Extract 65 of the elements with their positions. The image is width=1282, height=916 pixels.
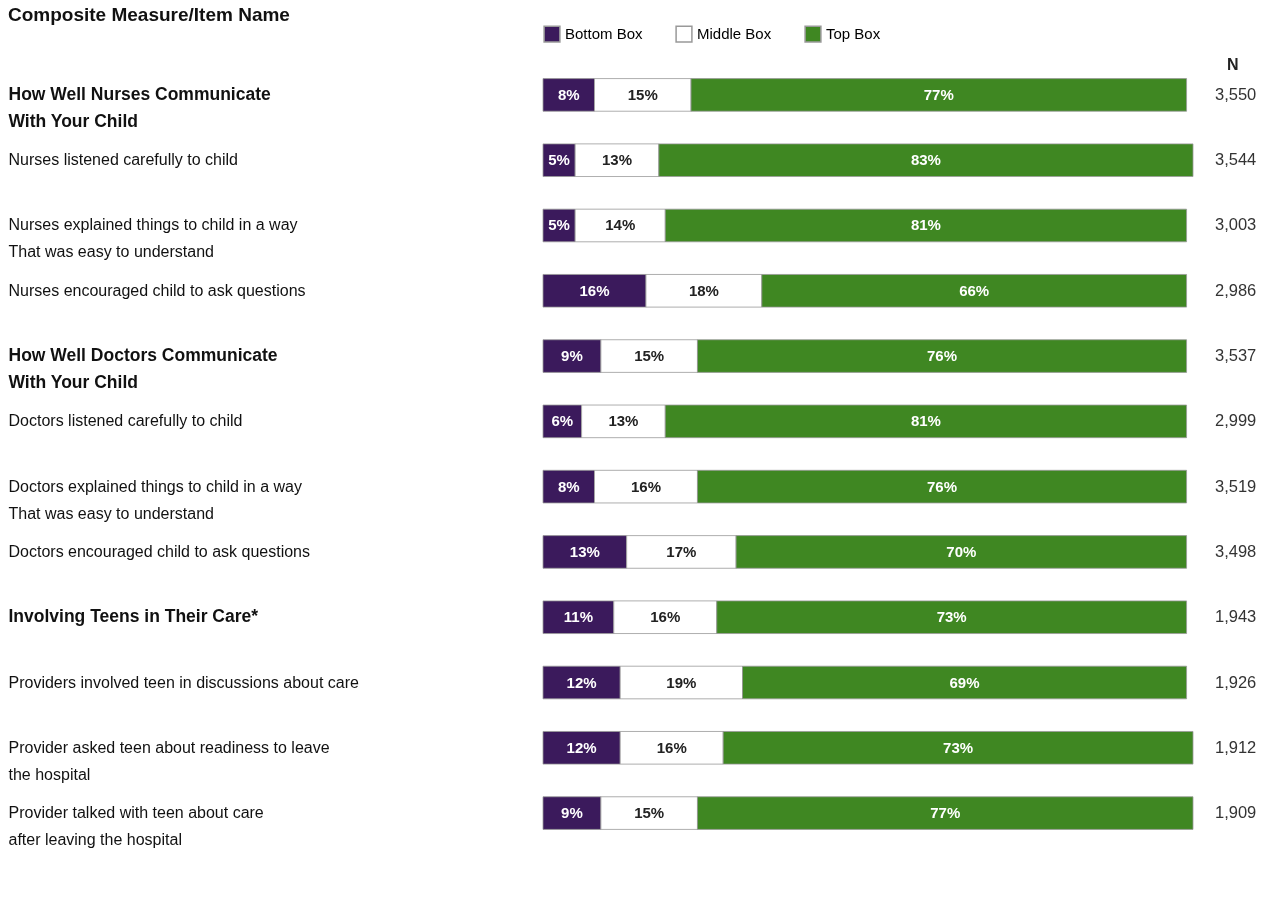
- y-tick-label: Involving Teens in Their Care*: [8, 606, 259, 627]
- data-label: 17%: [666, 542, 697, 560]
- y-tick-label: Doctors explained things to child in a way That was easy to understand: [8, 477, 302, 522]
- data-label: 9%: [561, 804, 583, 822]
- text: 1,909: [1215, 803, 1257, 822]
- legend-label: Top Box: [826, 25, 881, 43]
- data-label: 12%: [566, 673, 597, 691]
- data-label: 15%: [634, 804, 665, 822]
- data-label: 15%: [634, 347, 665, 365]
- data-label: 76%: [926, 347, 958, 365]
- data-label: 8%: [557, 85, 580, 103]
- text: 3,003: [1215, 215, 1257, 234]
- y-tick-label: Nurses explained things to child in a way That was easy to understand: [8, 216, 298, 261]
- y-tick-label: How Well Doctors Communicate With Your Child: [8, 345, 278, 393]
- data-label: 12%: [566, 738, 597, 756]
- data-label: 16%: [630, 477, 661, 495]
- y-tick-label: Providers involved teen in discussions about care: [8, 673, 360, 691]
- text: N: [1227, 55, 1239, 73]
- data-label: 14%: [605, 216, 636, 234]
- text: 3,544: [1215, 150, 1257, 169]
- y-tick-label: Nurses listened carefully to child: [8, 151, 238, 169]
- text: 1,926: [1215, 672, 1257, 691]
- text: 2,999: [1215, 411, 1257, 430]
- data-label: 13%: [601, 151, 633, 169]
- data-label: 81%: [910, 216, 941, 234]
- data-label: 6%: [551, 412, 574, 430]
- data-label: 13%: [569, 542, 600, 560]
- text: 3,550: [1215, 84, 1257, 103]
- text: Composite Measure/Item Name: [8, 4, 290, 25]
- data-label: 16%: [579, 281, 610, 299]
- data-label: 77%: [923, 85, 954, 103]
- data-label: 66%: [959, 281, 990, 299]
- legend-label: Middle Box: [697, 25, 772, 43]
- y-tick-label: Provider asked teen about readiness to leave the hospital: [8, 738, 330, 783]
- y-tick-label: Doctors listened carefully to child: [8, 412, 243, 430]
- data-label: 73%: [943, 738, 974, 756]
- legend-label: Bottom Box: [565, 25, 644, 43]
- text: 3,498: [1215, 541, 1257, 560]
- data-label: 16%: [650, 608, 681, 626]
- data-label: 5%: [548, 151, 570, 169]
- text: 3,537: [1215, 346, 1257, 365]
- y-tick-label: Nurses encouraged child to ask questions: [8, 281, 306, 299]
- data-label: 16%: [656, 738, 687, 756]
- text: 1,943: [1215, 607, 1257, 626]
- data-label: 70%: [946, 542, 977, 560]
- data-label: 81%: [910, 412, 941, 430]
- data-label: 83%: [910, 151, 941, 169]
- data-label: 13%: [608, 412, 639, 430]
- data-label: 11%: [563, 608, 593, 626]
- y-tick-label: Provider talked with teen about care after leaving the hospital: [8, 804, 264, 849]
- text: 1,912: [1215, 737, 1257, 756]
- data-label: 15%: [627, 85, 658, 103]
- data-label: 69%: [949, 673, 980, 691]
- y-tick-label: Doctors encouraged child to ask questions: [8, 542, 311, 560]
- data-label: 77%: [930, 804, 961, 822]
- data-label: 76%: [926, 477, 958, 495]
- data-label: 8%: [557, 477, 580, 495]
- data-label: 19%: [666, 673, 697, 691]
- text: 2,986: [1215, 280, 1257, 299]
- text: 3,519: [1215, 476, 1257, 495]
- data-label: 9%: [561, 347, 583, 365]
- data-label: 73%: [936, 608, 967, 626]
- data-label: 18%: [688, 281, 719, 299]
- y-tick-label: How Well Nurses Communicate With Your Child: [8, 83, 271, 131]
- data-label: 5%: [548, 216, 570, 234]
